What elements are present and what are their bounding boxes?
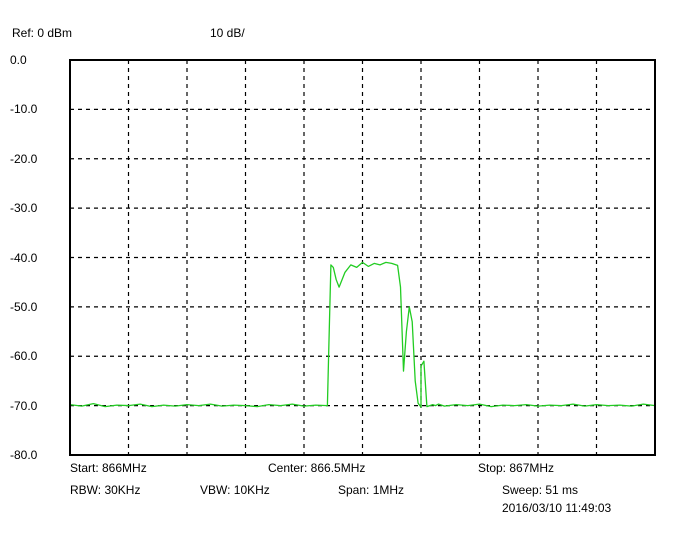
span-label: Span: 1MHz xyxy=(338,483,405,497)
y-tick-label: -50.0 xyxy=(10,299,38,314)
plot-frame xyxy=(69,59,656,456)
sweep-time-label: Sweep: 51 ms xyxy=(502,483,579,497)
stop-frequency-label: Stop: 867MHz xyxy=(478,461,555,475)
y-tick-label: -20.0 xyxy=(10,151,38,166)
y-tick-label: -60.0 xyxy=(10,349,38,364)
y-tick-label: -10.0 xyxy=(10,102,38,117)
scale-per-division-label: 10 dB/ xyxy=(210,26,245,40)
reference-level-label: Ref: 0 dBm xyxy=(12,26,73,40)
y-tick-label: -40.0 xyxy=(10,250,38,265)
vbw-label: VBW: 10KHz xyxy=(200,483,270,497)
timestamp-label: 2016/03/10 11:49:03 xyxy=(502,501,612,515)
y-tick-label: -30.0 xyxy=(10,201,38,216)
center-frequency-label: Center: 866.5MHz xyxy=(268,461,366,475)
spectrum-trace-line xyxy=(69,261,656,408)
y-tick-label: -80.0 xyxy=(10,448,38,462)
rbw-label: RBW: 30KHz xyxy=(70,483,141,497)
y-tick-label: -70.0 xyxy=(10,398,38,413)
y-tick-label: 0.0 xyxy=(10,53,27,67)
start-frequency-label: Start: 866MHz xyxy=(70,461,147,475)
